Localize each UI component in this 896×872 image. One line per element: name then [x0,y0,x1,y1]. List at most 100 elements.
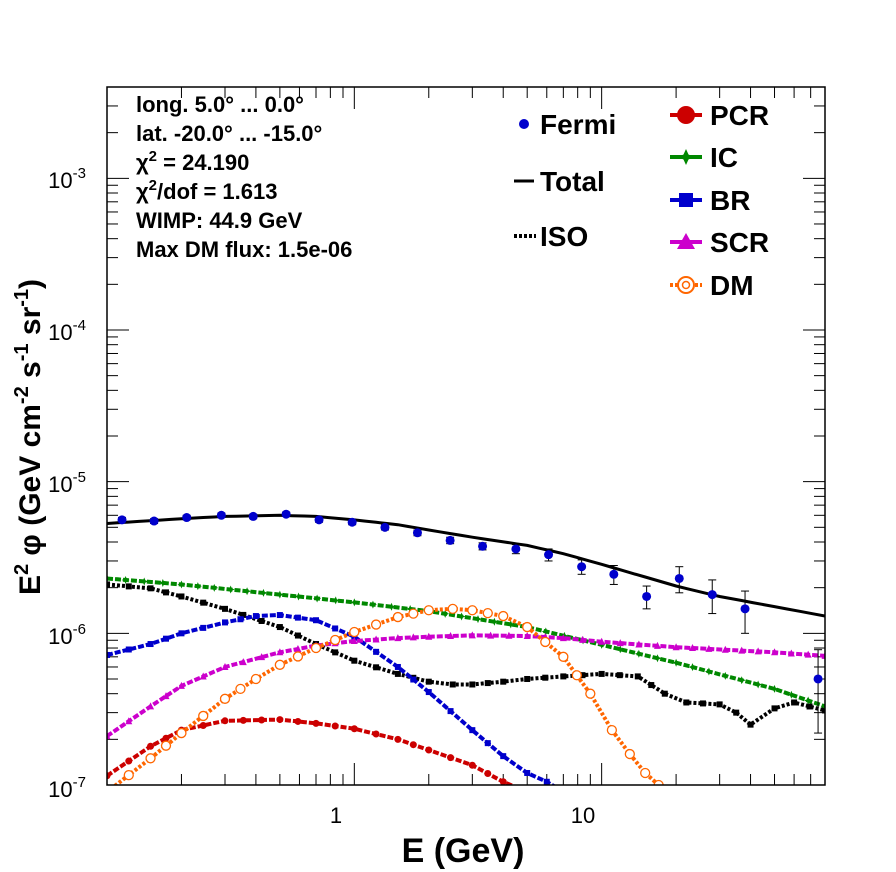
point-scr [721,645,729,653]
fermi-point [609,569,619,579]
point-br [222,619,229,626]
point-pcr [162,734,170,742]
point-ic [473,615,482,624]
fermi-point [281,509,291,519]
fermi-point [577,562,587,572]
x-tick-label-1: 1 [330,803,342,828]
point-dm [558,651,569,662]
series-line-pcr [107,717,516,785]
legend-entry-iso: ISO [514,221,588,252]
point-ic [275,590,284,599]
point-dm [624,748,635,760]
legend-scr-marker [677,233,695,249]
point-scr [409,633,417,641]
series-line-scr [107,633,825,738]
legend-fermi-label: Fermi [540,109,616,140]
point-pcr [484,770,492,778]
point-scr [199,672,207,680]
point-br [469,727,476,734]
point-br [394,663,401,670]
point-br [200,624,207,631]
point-iso [699,700,706,707]
legend-ic-marker [678,149,694,165]
y-axis-title: E2 φ (GeV cm-2 s-1 sr-1) [11,279,47,595]
point-dm [370,619,382,630]
y-tick-label-1e-3: 10-3 [48,165,86,193]
point-pcr [425,746,433,754]
point-iso [648,682,655,689]
point-iso [733,709,740,716]
fermi-point [544,550,554,560]
point-dm [123,769,134,781]
fermi-point [216,510,226,520]
point-scr [804,650,812,658]
point-dm [145,753,156,764]
fermi-point [707,590,717,600]
point-iso [484,680,491,687]
point-iso [351,657,358,664]
point-ic [387,602,396,611]
point-iso [661,690,668,697]
legend-br-marker [679,193,693,207]
point-scr [787,649,795,657]
point-br [484,740,491,747]
point-br [373,648,380,655]
point-dm [176,727,187,739]
point-ic [672,658,681,667]
fermi-point [740,604,750,614]
legend-br-label: BR [710,185,750,216]
point-br [543,778,550,785]
point-scr [598,637,606,645]
point-ic [193,582,202,591]
info-max-dm-flux: Max DM flux: 1.5e-06 [136,237,352,262]
fermi-point [117,515,127,525]
legend-entry-pcr: PCR [670,100,769,131]
point-br [410,676,417,683]
point-scr [738,646,746,654]
point-iso [125,583,132,590]
point-ic [457,612,466,621]
plot-frame [106,86,826,786]
fermi-point [642,591,652,601]
point-pcr [372,730,380,738]
point-dm [467,605,478,616]
point-dm [498,610,509,622]
point-pcr [107,772,111,780]
legend-entry-ic: IC [670,142,738,173]
point-iso [791,699,798,706]
fermi-point [380,522,390,532]
fermi-point [182,513,192,523]
fermi-point [674,573,684,583]
point-ic [368,600,377,609]
point-scr [821,651,825,659]
point-ic [331,596,340,605]
legend-ic-label: IC [710,142,738,173]
point-iso [771,705,778,712]
y-tick-label-1e-7: 10-7 [48,774,86,802]
point-scr [350,637,358,645]
point-br [252,613,259,620]
point-scr [754,647,762,655]
legend-pcr-marker [677,106,695,124]
series-line-iso [107,582,825,728]
point-ic [616,645,625,654]
point-ic [158,578,167,587]
point-iso [163,589,170,596]
point-scr [578,635,586,643]
fermi-point [248,511,258,521]
point-ic [506,620,515,629]
point-scr [505,631,513,639]
point-iso [634,673,641,680]
point-dm [392,611,404,623]
legend: Fermi Total ISO PCR IC BR SCR [514,100,769,301]
point-scr [125,717,133,725]
point-dm [640,767,651,779]
point-br [178,630,185,637]
fermi-point [314,515,324,525]
point-dm [571,670,582,681]
point-ic [441,609,450,618]
point-iso [449,681,456,688]
fit-info-block: long. 5.0° ... 0.0° lat. -20.0° ... -15.… [136,92,352,262]
